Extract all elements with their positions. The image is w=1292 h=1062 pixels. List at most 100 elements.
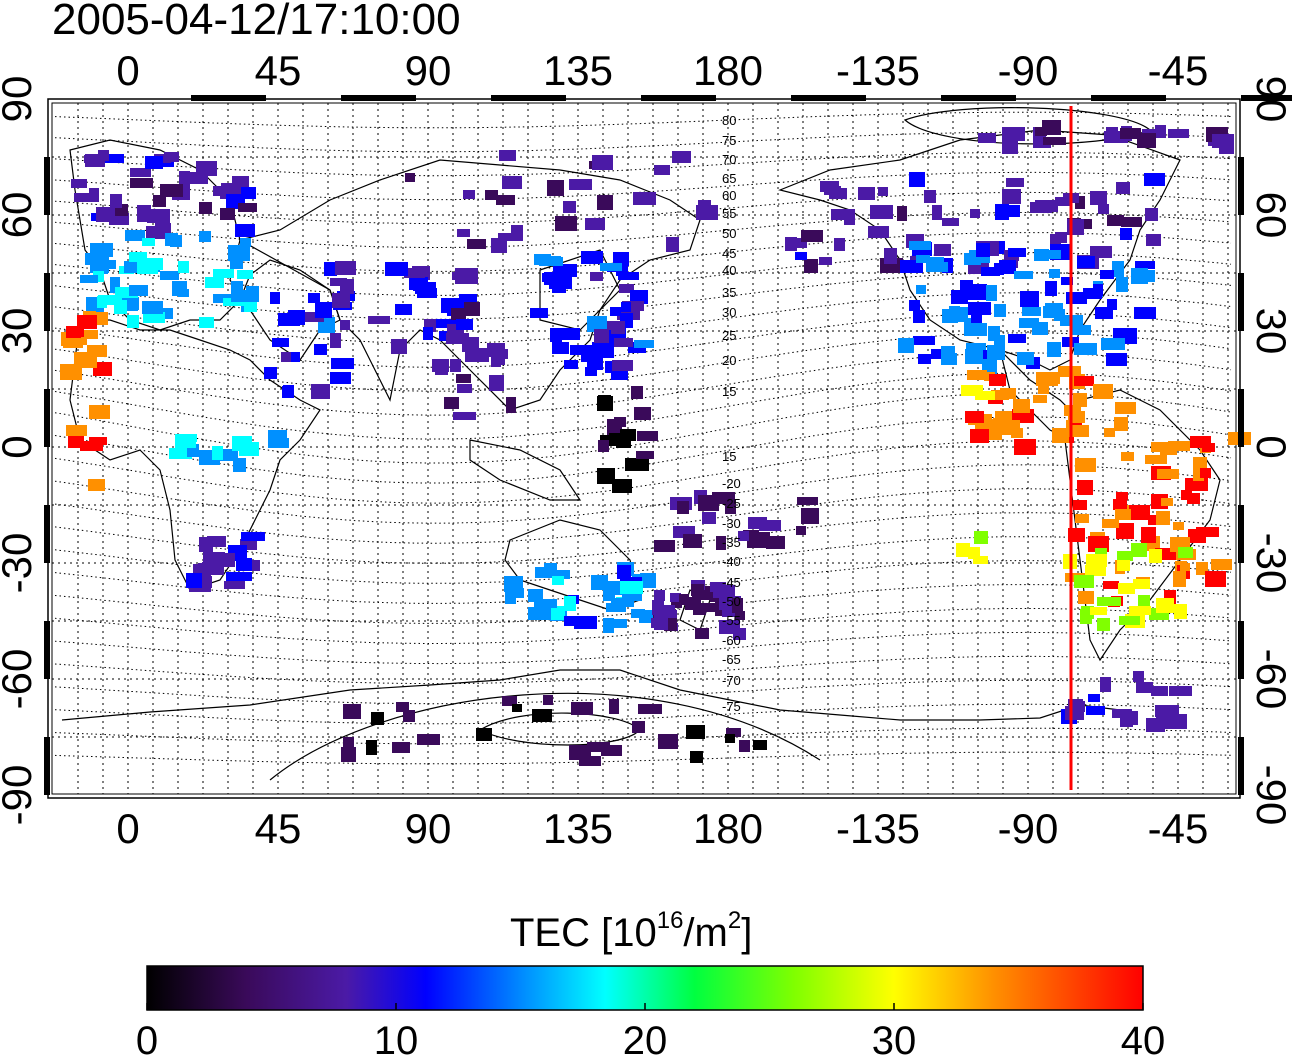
tec-pixel — [1077, 480, 1093, 495]
tec-pixel — [544, 563, 557, 576]
longitude-label: 180 — [693, 47, 763, 94]
tec-pixel — [84, 155, 98, 163]
tec-pixel — [366, 740, 377, 755]
tec-pixel — [625, 458, 649, 471]
longitude-label: 90 — [405, 805, 452, 852]
tec-pixel — [1178, 547, 1193, 558]
colorbar — [146, 965, 1144, 1011]
tec-pixel — [129, 285, 148, 296]
tec-pixel — [1106, 127, 1118, 138]
tec-pixel — [81, 330, 98, 339]
tec-pixel — [241, 532, 265, 541]
tec-pixel — [432, 359, 449, 372]
tec-pixel — [970, 429, 989, 443]
tec-pixel — [672, 151, 691, 163]
tec-pixel — [612, 479, 632, 493]
tec-pixel — [233, 458, 246, 472]
tec-pixel — [913, 310, 925, 323]
tec-pixel — [961, 385, 983, 396]
tec-pixel — [1042, 120, 1061, 135]
longitude-label: 0 — [116, 47, 139, 94]
tec-pixel — [974, 531, 988, 544]
tec-pixel — [98, 295, 122, 305]
plot-title: 2005-04-12/17:10:00 — [52, 0, 461, 44]
tec-pixel — [1014, 271, 1033, 279]
tec-pixel — [631, 386, 643, 399]
tec-pixel — [308, 293, 320, 303]
tec-pixel — [960, 280, 973, 290]
tec-pixel — [1038, 379, 1049, 394]
tec-pixel — [101, 260, 116, 269]
tec-pixel — [634, 340, 654, 348]
axis-ticks — [44, 95, 1292, 795]
tec-pixel — [417, 734, 440, 745]
tec-pixel — [239, 442, 259, 456]
tec-pixel — [690, 751, 703, 763]
tec-pixel — [550, 328, 562, 342]
tec-pixel — [1156, 598, 1174, 613]
bottom-longitude-labels: 0 45 90 135 180 -135 -90 -45 — [116, 805, 1208, 852]
tec-pixel — [1137, 133, 1156, 148]
latitude-label: 30 — [1248, 308, 1292, 355]
tec-pixel — [1145, 208, 1158, 221]
tec-pixel — [1074, 376, 1094, 386]
tec-pixel — [1116, 492, 1128, 500]
contour-label: 20 — [722, 353, 736, 368]
tec-pixel — [585, 218, 605, 230]
tec-pixel — [330, 372, 351, 384]
tec-pixel — [464, 302, 480, 316]
tec-pixel — [569, 179, 592, 190]
tec-pixel — [702, 512, 716, 524]
contour-label: 75 — [722, 133, 736, 148]
tec-pixel — [178, 289, 189, 297]
tec-pixel — [444, 397, 459, 409]
tec-pixel — [552, 576, 564, 585]
tec-pixel — [564, 596, 576, 611]
tec-pixel — [611, 598, 634, 607]
tec-pixel — [1090, 607, 1107, 615]
tec-pixel — [831, 209, 855, 220]
tec-pixel — [498, 233, 519, 241]
tec-pixel — [80, 441, 103, 451]
tec-pixel — [986, 285, 997, 301]
colorbar-ticks: 0 10 20 30 40 — [136, 1003, 1166, 1062]
tec-pixel — [60, 364, 82, 380]
tec-pixel — [981, 267, 1000, 276]
tec-pixel — [213, 186, 227, 196]
tec-pixel — [330, 278, 347, 286]
tec-pixel — [1129, 505, 1150, 520]
tec-pixel — [735, 611, 745, 620]
tec-pixel — [1116, 182, 1130, 194]
tec-pixel — [563, 201, 576, 213]
tec-pixel — [581, 348, 592, 362]
tec-pixel — [457, 384, 472, 393]
tec-pixel — [1129, 606, 1151, 615]
tec-pixel — [457, 229, 470, 237]
tec-pixel — [631, 609, 645, 618]
tec-pixel — [1168, 129, 1189, 138]
tec-pixel — [1101, 338, 1125, 350]
tec-pixel — [1196, 527, 1219, 537]
tec-pixel — [942, 218, 959, 226]
tec-pixel — [236, 558, 252, 571]
tec-pixel — [314, 344, 327, 355]
colorbar-label: TEC [1016/m2] — [510, 907, 752, 955]
tec-pixel — [1135, 261, 1155, 269]
tec-pixel — [956, 543, 970, 557]
tec-pixel — [834, 238, 845, 251]
tec-pixel — [506, 397, 516, 413]
tec-pixel — [597, 195, 613, 210]
tec-pixel — [1080, 609, 1092, 624]
tec-pixel — [967, 370, 987, 380]
tec-pixel — [1086, 554, 1107, 567]
contour-label: -50 — [722, 594, 741, 609]
tec-pixel — [909, 241, 931, 250]
colorbar-tick-label: 40 — [1121, 1019, 1166, 1057]
tec-pixel — [1116, 277, 1128, 292]
longitude-label: -90 — [998, 805, 1059, 852]
tec-pixel — [415, 282, 436, 294]
tec-pixel — [732, 598, 743, 613]
tec-pixel — [609, 699, 619, 714]
tec-pixel — [1146, 718, 1165, 732]
tec-pixel — [331, 358, 354, 369]
